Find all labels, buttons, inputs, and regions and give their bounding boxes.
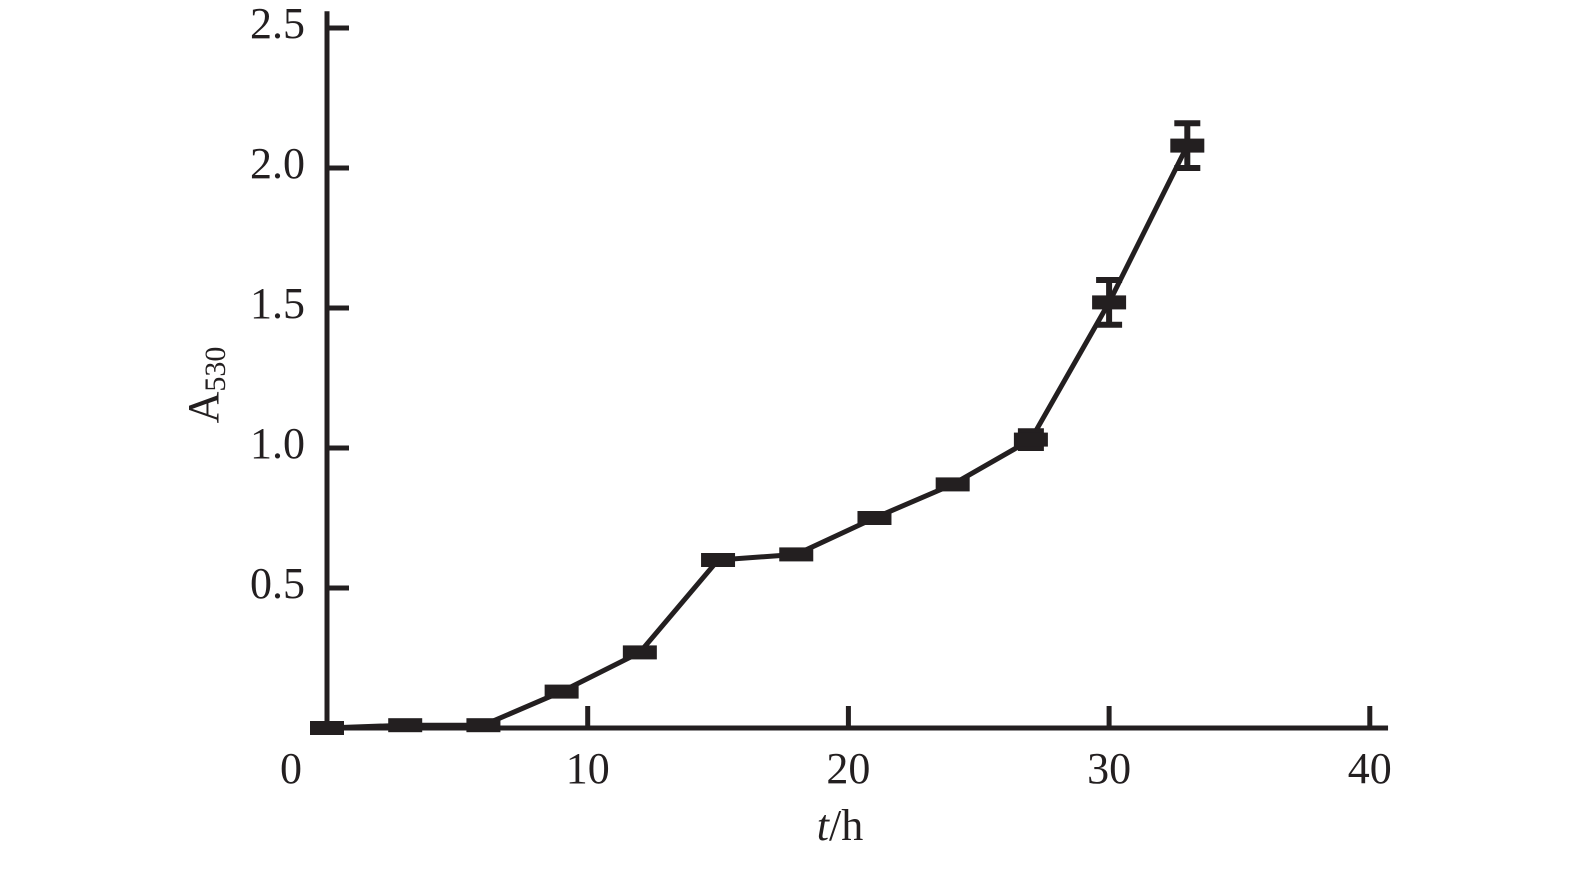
data-point	[1092, 295, 1127, 310]
y-tick-label: 0.5	[250, 559, 305, 608]
data-point	[779, 547, 814, 562]
data-point	[701, 553, 736, 567]
data-point	[544, 684, 579, 699]
x-axis-label: t/h	[817, 801, 863, 850]
x-tick-label: 40	[1348, 744, 1392, 793]
y-axis-label: A530	[179, 347, 232, 424]
data-point	[857, 511, 892, 525]
data-point	[466, 718, 501, 733]
y-axis-label-sub: 530	[199, 347, 232, 392]
data-point	[388, 718, 423, 733]
data-point	[622, 645, 657, 660]
y-axis-label-main: A	[179, 391, 228, 423]
y-tick-label: 2.0	[250, 139, 305, 188]
data-point	[1013, 432, 1048, 447]
x-tick-label: 10	[566, 744, 610, 793]
x-tick-label: 20	[826, 744, 870, 793]
data-point	[310, 721, 344, 735]
data-point	[1170, 138, 1205, 153]
y-tick-label: 1.0	[250, 419, 305, 468]
x-axis-label-var: t	[817, 801, 831, 850]
y-tick-label: 2.5	[250, 0, 305, 48]
x-tick-label: 30	[1087, 744, 1131, 793]
x-axis-label-unit: /h	[829, 801, 863, 850]
data-line	[326, 144, 1190, 731]
x-tick-label: 0	[280, 744, 302, 793]
data-point	[935, 477, 970, 492]
y-tick-label: 1.5	[250, 279, 305, 328]
